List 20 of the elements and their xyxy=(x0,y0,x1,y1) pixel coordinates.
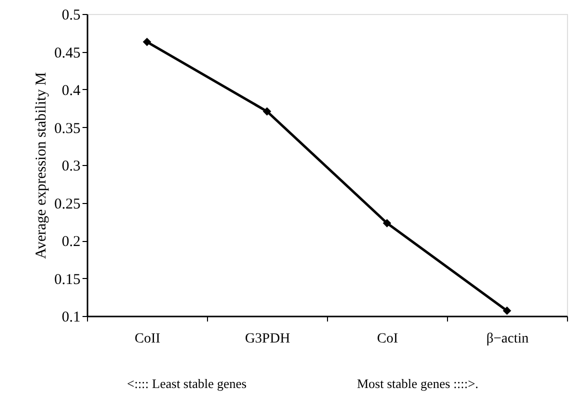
x-tick-label: CoII xyxy=(134,332,161,346)
point xyxy=(142,38,152,46)
text: Most stable genes ::::>. xyxy=(357,376,478,391)
y-tick-label: 0.25 xyxy=(54,196,80,212)
point xyxy=(262,107,272,116)
y-tick-label: 0.1 xyxy=(62,310,80,326)
y-tick-label: 0.3 xyxy=(62,158,80,174)
y-tick-label: 0.5 xyxy=(62,8,80,24)
x-tick-label: CoI xyxy=(377,332,398,346)
text: <:::: Least stable genes xyxy=(127,376,247,391)
y-tick-label: 0.4 xyxy=(62,83,81,99)
y-tick-label: 0.15 xyxy=(54,272,80,288)
y-tick-label: 0.45 xyxy=(54,45,80,62)
point xyxy=(502,306,512,315)
y-tick-label: 0.2 xyxy=(62,234,80,250)
y-axis-title: Average expression stability M xyxy=(33,72,50,259)
x-tick-label: β−actin xyxy=(486,332,529,346)
point xyxy=(382,218,392,228)
x-tick-label: G3PDH xyxy=(244,332,290,346)
y-tick-label: 0.35 xyxy=(54,120,80,137)
